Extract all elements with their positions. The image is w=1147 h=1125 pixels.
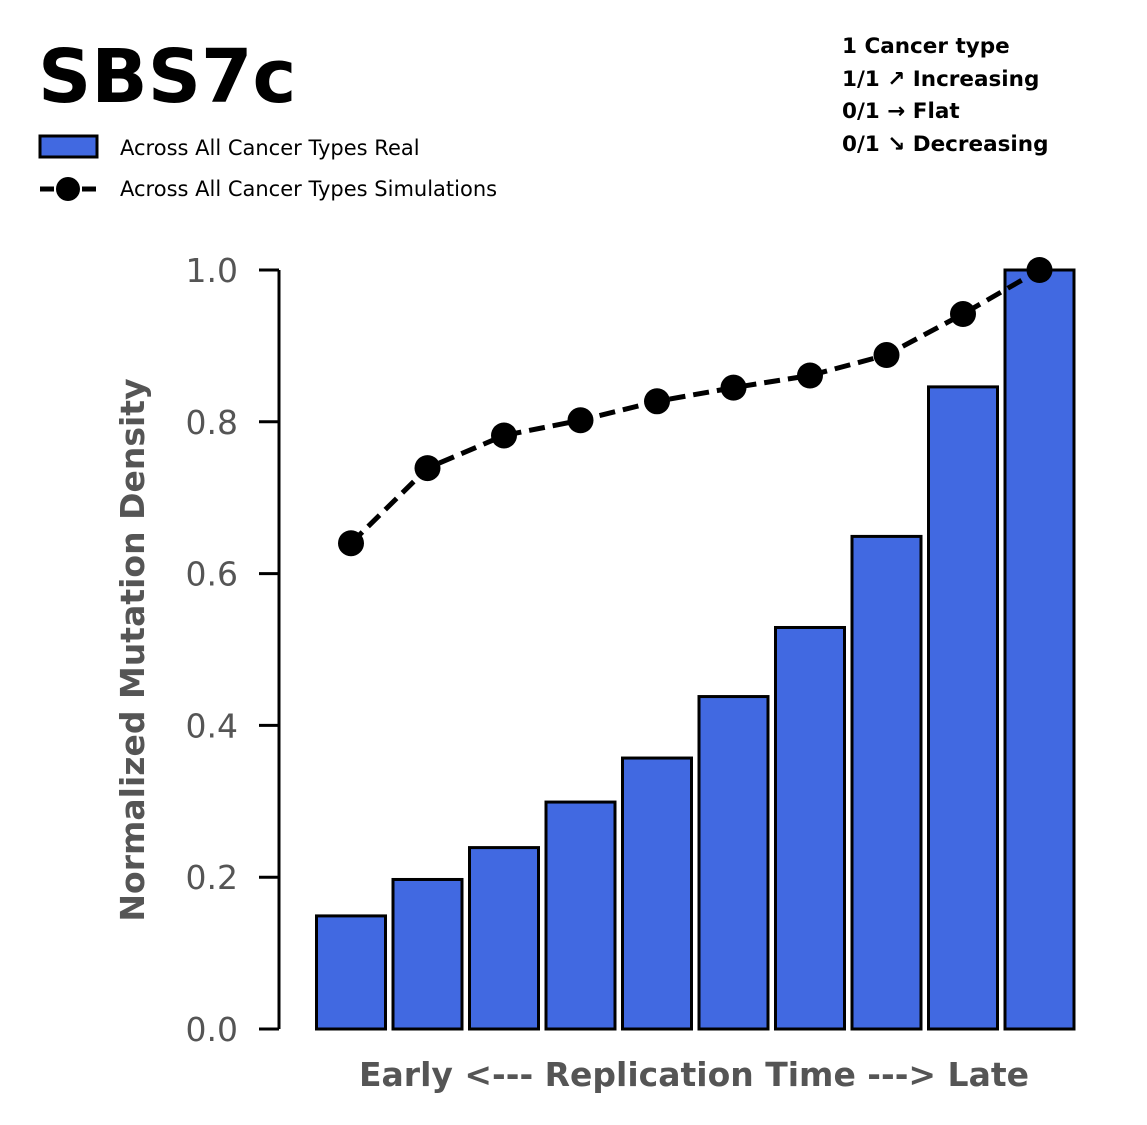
simulation-point-4 — [567, 407, 594, 434]
y-axis-label: Normalized Mutation Density — [113, 378, 152, 921]
y-tick-label: 0.8 — [186, 403, 238, 442]
simulation-layer — [338, 257, 1053, 557]
legend: Across All Cancer Types Real Across All … — [38, 134, 497, 201]
bar-1 — [315, 914, 387, 1031]
bar-6 — [697, 695, 770, 1031]
trend-stats: 1 Cancer type 1/1 ↗ Increasing 0/1 → Fla… — [842, 34, 1049, 157]
legend-real-label: Across All Cancer Types Real — [120, 136, 420, 160]
simulation-point-1 — [338, 530, 364, 557]
chart-title: SBS7c — [38, 34, 296, 120]
bar-9 — [927, 385, 999, 1031]
y-tick-label: 1.0 — [186, 251, 238, 290]
bar-4 — [544, 800, 617, 1031]
y-tick-label: 0.6 — [186, 555, 238, 594]
simulation-point-6 — [720, 374, 747, 401]
bar-7 — [774, 625, 846, 1031]
stats-line-1: 1 Cancer type — [842, 34, 1010, 59]
simulation-point-9 — [950, 301, 976, 328]
stats-line-4: 0/1 ↘ Decreasing — [842, 132, 1049, 157]
bar-8 — [850, 534, 923, 1031]
bars-layer — [315, 268, 1076, 1031]
simulation-point-8 — [873, 342, 900, 369]
simulation-point-3 — [491, 422, 517, 449]
simulation-line — [349, 267, 1041, 546]
legend-sim-label: Across All Cancer Types Simulations — [120, 177, 497, 201]
y-tick-label: 0.0 — [186, 1010, 238, 1049]
bar-3 — [468, 846, 540, 1031]
simulation-point-5 — [644, 388, 670, 415]
bar-5 — [621, 756, 693, 1031]
simulation-point-2 — [414, 455, 441, 482]
bar-2 — [391, 877, 464, 1031]
y-tick-label: 0.4 — [186, 706, 238, 745]
stats-line-3: 0/1 → Flat — [842, 99, 960, 124]
y-tick-label: 0.2 — [186, 858, 238, 897]
x-axis-label: Early <--- Replication Time ---> Late — [359, 1055, 1029, 1094]
simulation-point-10 — [1026, 257, 1053, 283]
bar-10 — [1003, 268, 1076, 1031]
simulation-point-7 — [797, 362, 823, 389]
stats-line-2: 1/1 ↗ Increasing — [842, 67, 1039, 92]
legend-real-swatch — [38, 134, 99, 159]
y-axis: 0.0 0.2 0.4 0.6 0.8 1.0 — [186, 251, 281, 1049]
legend-sim-marker — [56, 177, 80, 201]
